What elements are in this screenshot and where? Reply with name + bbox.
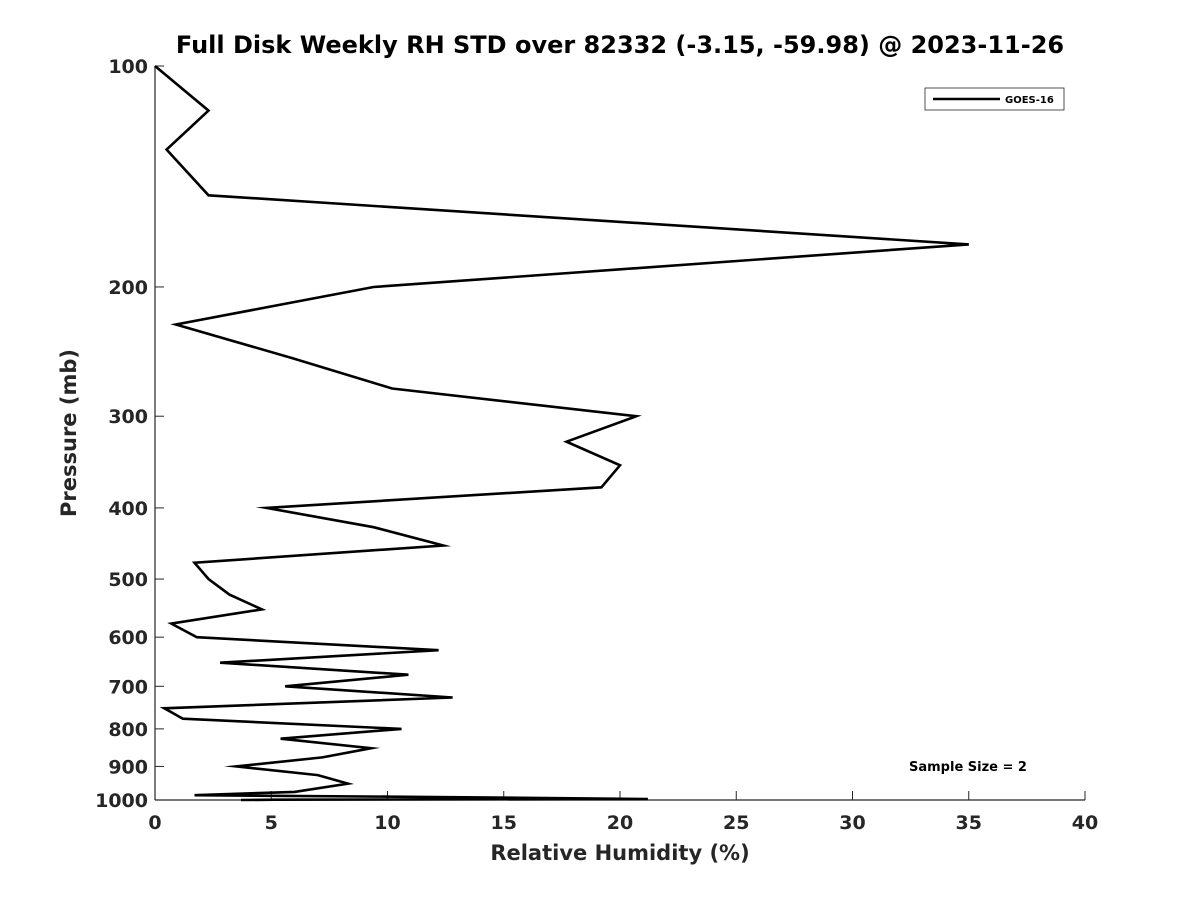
y-tick-label: 1000 (95, 790, 148, 812)
y-axis-ticks: 100 200 300 400 500 600 700 800 900 1000 (95, 56, 164, 812)
y-tick-label: 300 (108, 406, 148, 428)
legend: GOES-16 (924, 87, 1065, 111)
y-tick-label: 600 (108, 627, 148, 649)
y-tick-label: 800 (108, 719, 148, 741)
x-tick-label: 5 (265, 812, 278, 834)
y-axis-label: Pressure (mb) (57, 349, 81, 517)
x-tick-label: 25 (723, 812, 749, 834)
x-tick-label: 0 (148, 812, 161, 834)
legend-label-goes-16: GOES-16 (1005, 95, 1054, 106)
x-tick-label: 30 (839, 812, 865, 834)
series-line-goes-16 (154, 65, 969, 802)
sample-size-note: Sample Size = 2 (909, 760, 1027, 775)
x-tick-label: 10 (374, 812, 400, 834)
x-tick-label: 20 (607, 812, 633, 834)
y-tick-label: 400 (108, 498, 148, 520)
y-tick-label: 900 (108, 756, 148, 778)
x-axis-label: Relative Humidity (%) (490, 841, 749, 865)
x-axis-ticks: 0 5 10 15 20 25 30 35 40 (148, 791, 1098, 834)
x-tick-label: 15 (491, 812, 517, 834)
series-layer (154, 65, 969, 802)
plot-axes (154, 66, 1085, 801)
chart-title: Full Disk Weekly RH STD over 82332 (-3.1… (176, 31, 1064, 59)
x-tick-label: 40 (1072, 812, 1098, 834)
y-tick-label: 700 (108, 676, 148, 698)
x-tick-label: 35 (956, 812, 982, 834)
y-tick-label: 100 (108, 56, 148, 78)
y-tick-label: 200 (108, 277, 148, 299)
y-tick-label: 500 (108, 569, 148, 591)
